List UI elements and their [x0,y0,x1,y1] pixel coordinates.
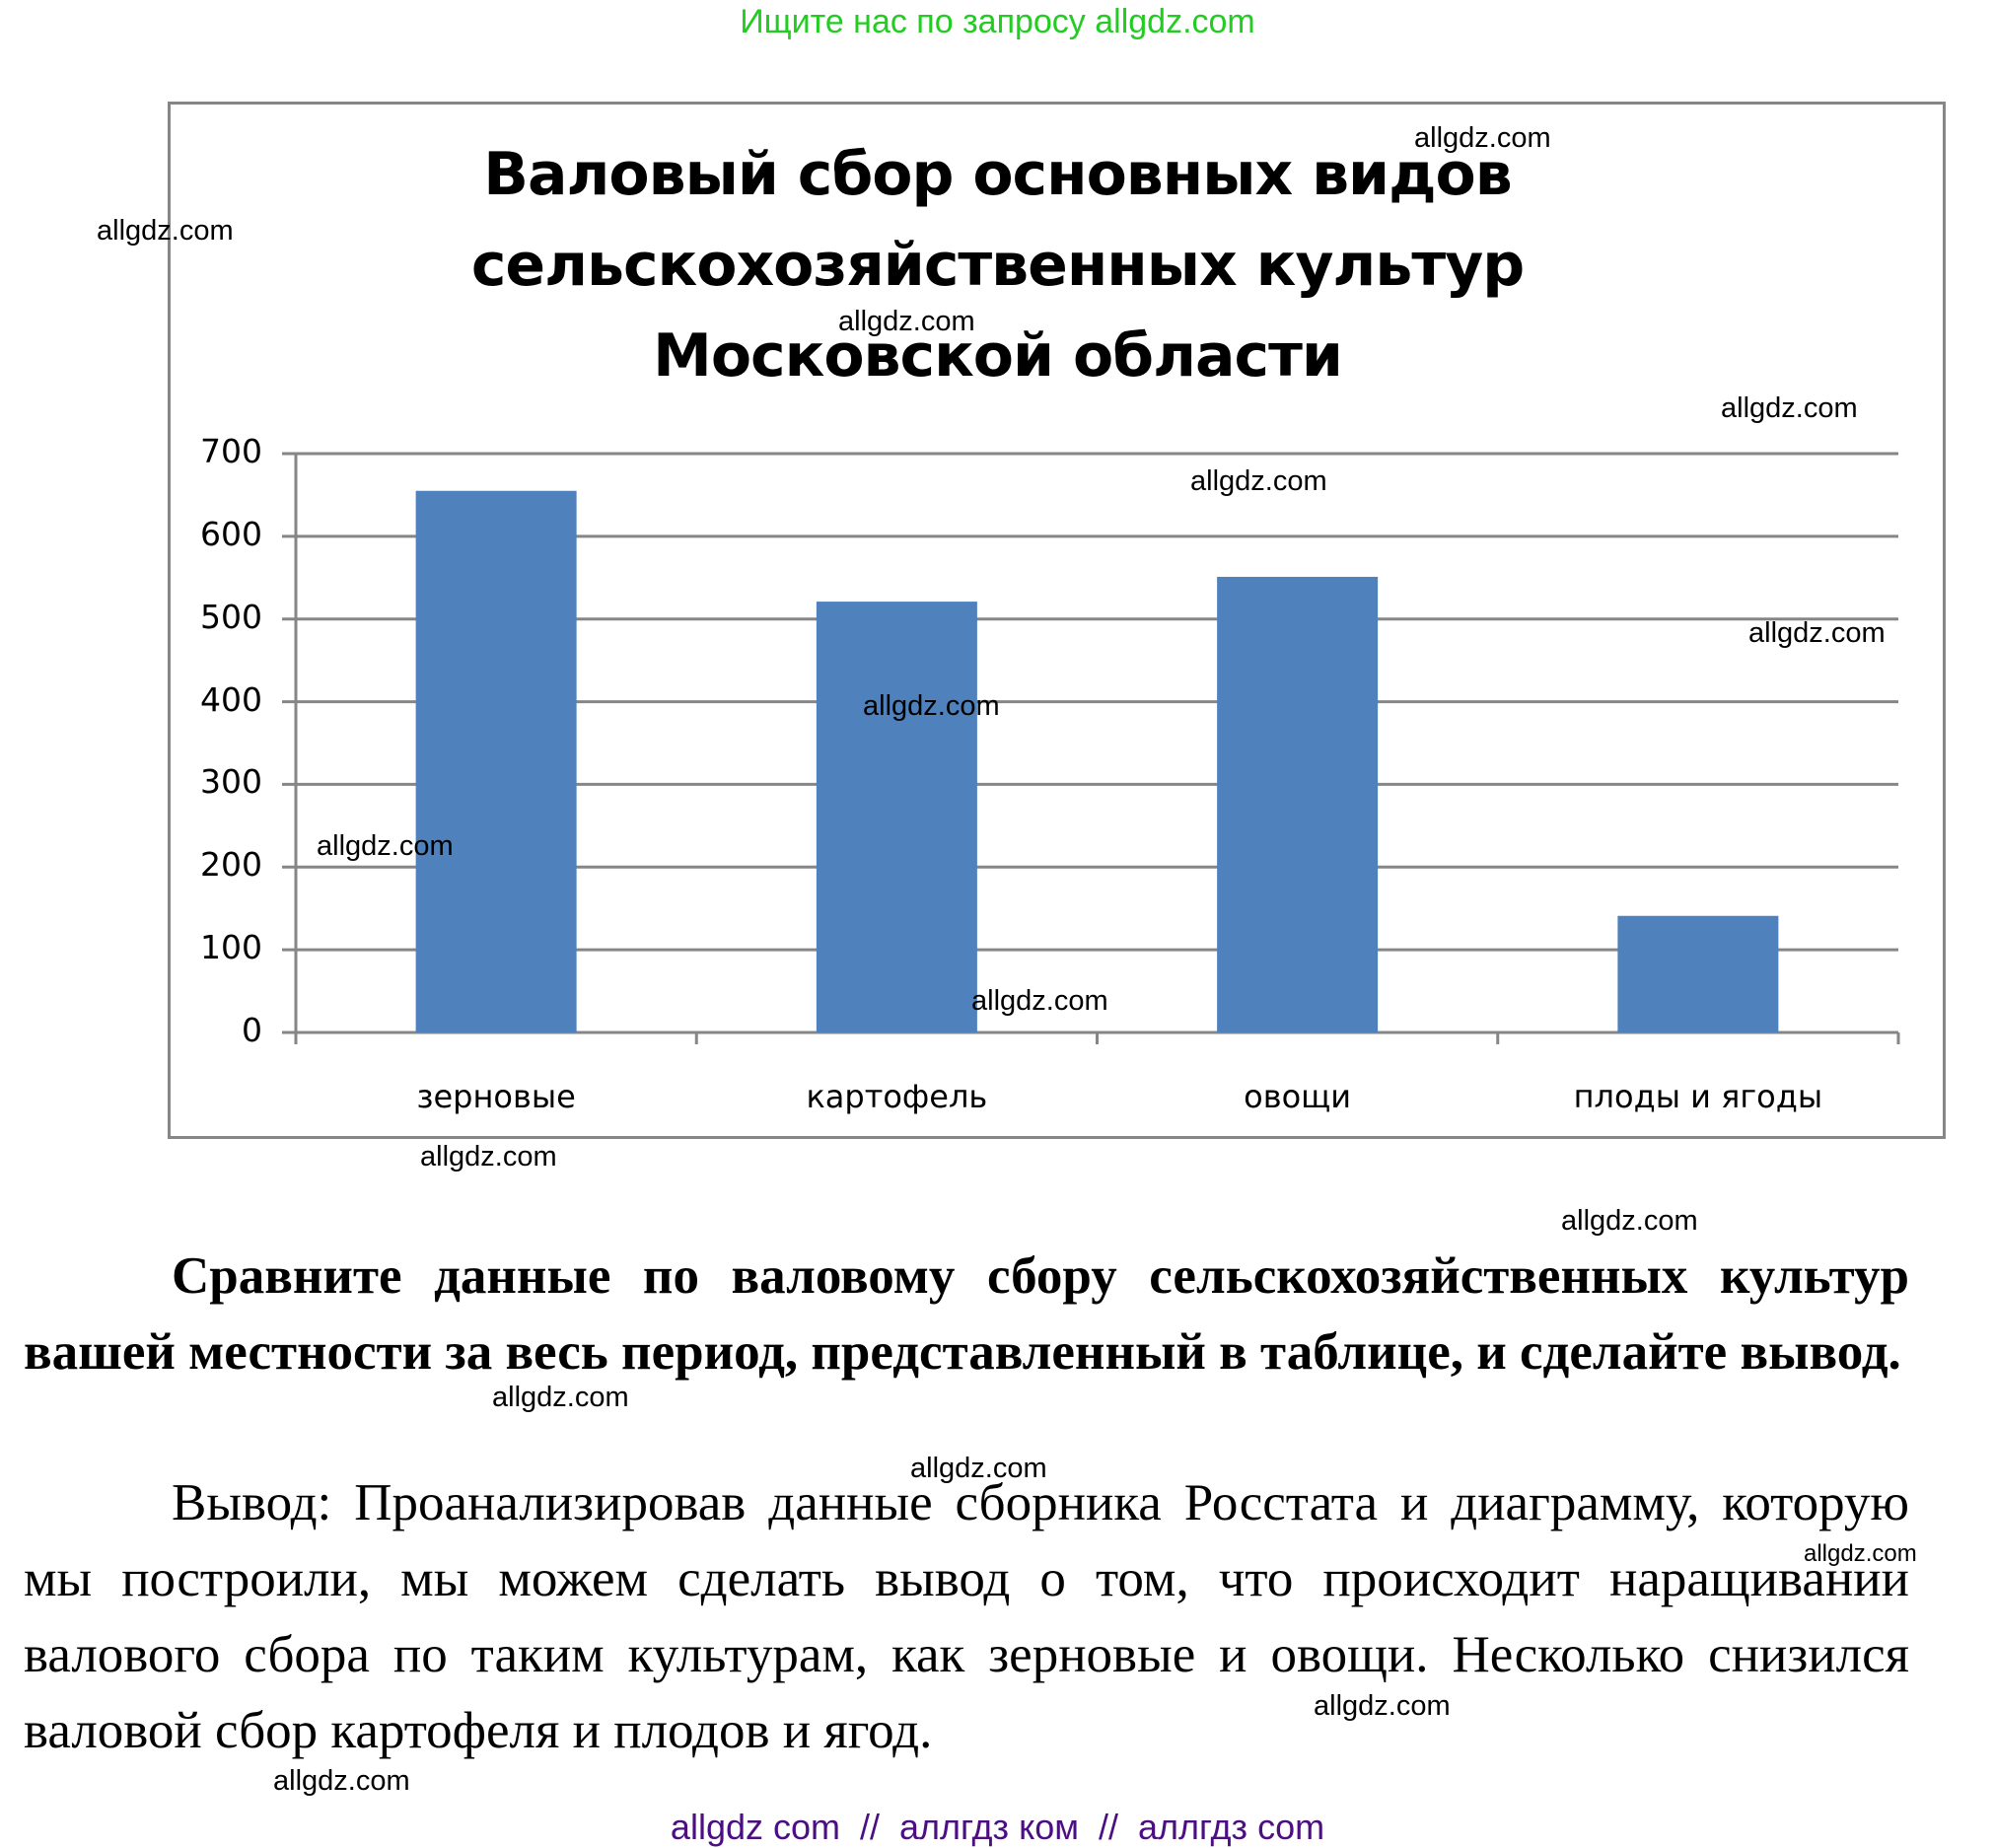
watermark-text: allgdz.com [910,1453,1047,1484]
bar-картофель [816,602,977,1032]
footer-text: allgdz com // аллгдз ком // аллгдз com [670,1807,1325,1847]
search-banner-text: Ищите нас по запросу allgdz.com [740,3,1255,40]
y-tick-label: 0 [242,1011,262,1049]
watermark-text: allgdz.com [1804,1540,1917,1567]
watermark-text: allgdz.com [1314,1690,1451,1722]
y-tick-label: 300 [200,762,262,802]
bar-плоды-и-ягоды [1617,915,1779,1032]
watermark-text: allgdz.com [838,306,975,337]
watermark-text: allgdz.com [273,1765,410,1797]
task-paragraph: Сравните данные по валовому сбору сельск… [24,1247,1909,1381]
bar-овощи [1217,576,1379,1032]
x-category-label: плоды и ягоды [1573,1078,1823,1115]
y-tick-label: 100 [200,928,262,967]
watermark-text: allgdz.com [863,690,1000,722]
watermark-text: allgdz.com [492,1382,629,1413]
y-tick-label: 200 [200,845,262,885]
conclusion-paragraph: Вывод: Проанализировав данные сборника Р… [24,1474,1909,1759]
footer-links: allgdz com // аллгдз ком // аллгдз com [0,1807,1995,1848]
watermark-text: allgdz.com [1721,392,1858,424]
search-banner: Ищите нас по запросу allgdz.com [0,0,1995,43]
watermark-text: allgdz.com [1748,617,1886,649]
y-tick-label: 700 [200,432,262,470]
watermark-text: allgdz.com [317,830,454,862]
y-tick-label: 600 [200,514,262,553]
bar-зерновые [415,490,577,1032]
watermark-text: allgdz.com [1561,1205,1698,1237]
watermark-text: allgdz.com [1190,465,1327,497]
x-category-label: зерновые [416,1078,576,1115]
watermark-text: allgdz.com [1414,122,1551,154]
chart-title-line-3: Московской области [653,321,1343,391]
x-category-label: овощи [1244,1078,1352,1115]
watermark-text: allgdz.com [420,1141,557,1173]
x-category-label: картофель [806,1078,988,1115]
watermark-text: allgdz.com [971,985,1108,1017]
chart-title-line-2: сельскохозяйственных культур [470,231,1525,300]
y-tick-label: 400 [200,679,262,719]
watermark-text: allgdz.com [97,215,234,247]
chart-title-line-1: Валовый сбор основных видов [483,140,1512,209]
y-tick-label: 500 [200,597,262,636]
